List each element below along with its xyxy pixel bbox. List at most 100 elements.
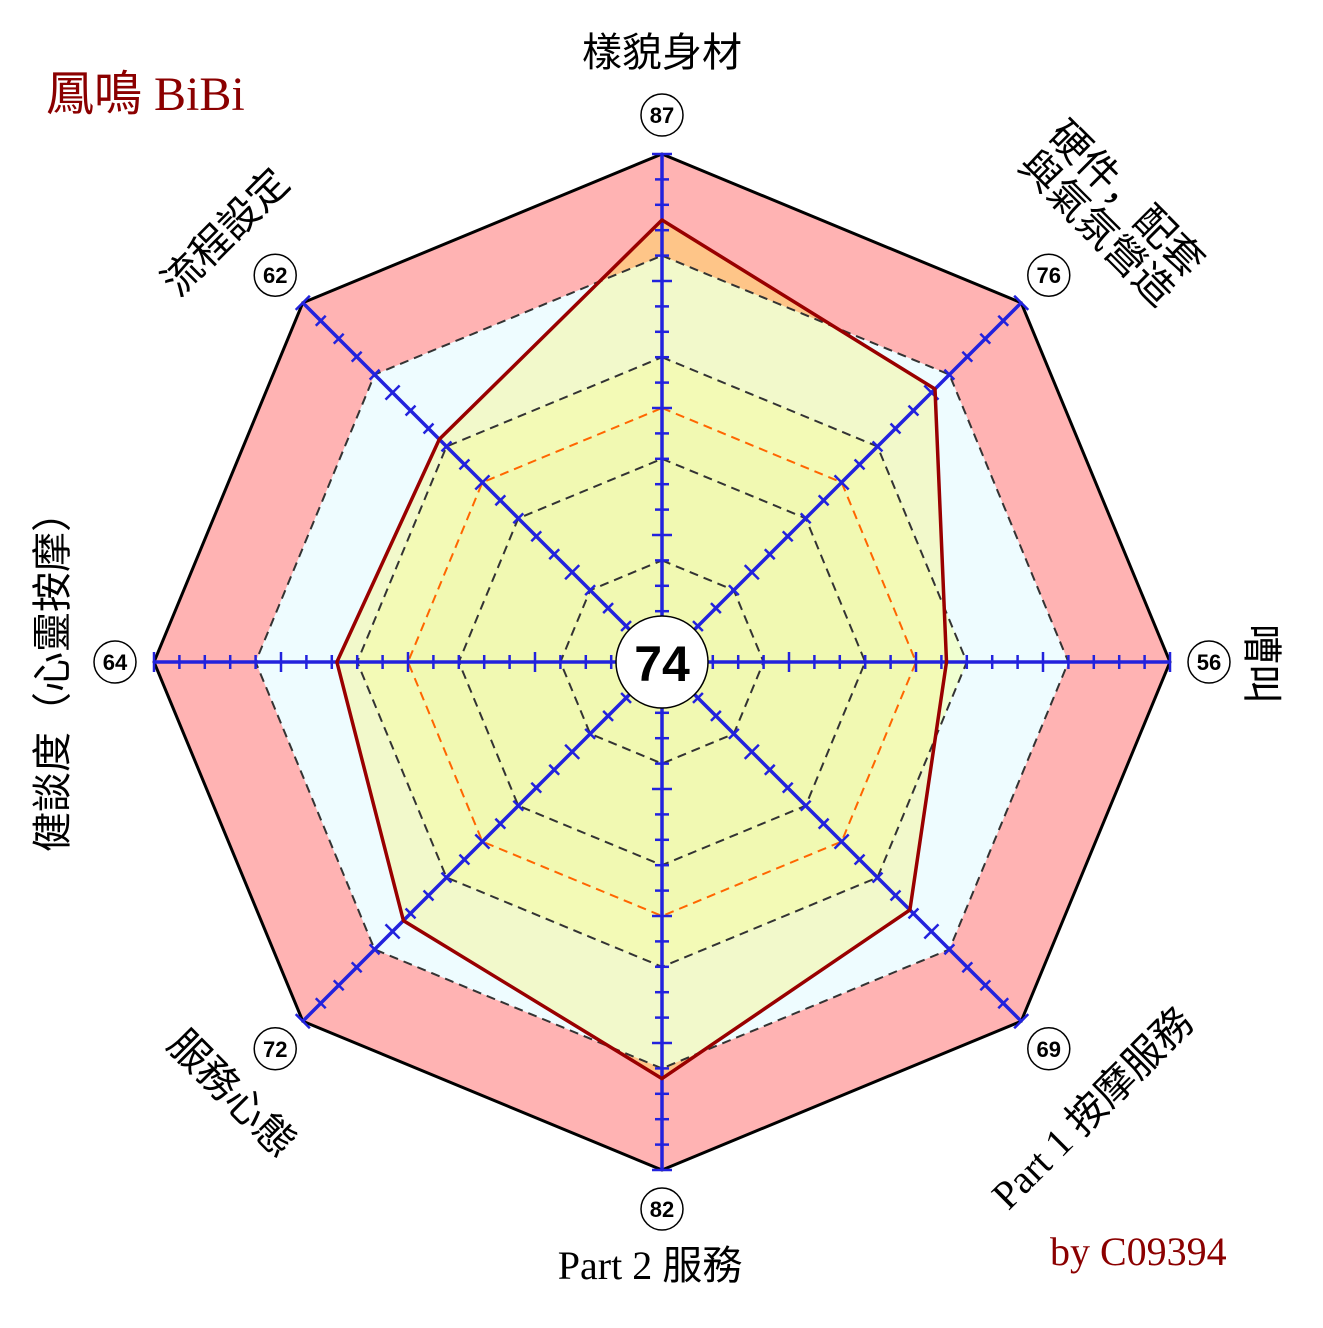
axis-tick <box>494 817 507 830</box>
axis-tick <box>728 584 740 596</box>
category-label-group: 健談度（心靈按摩） <box>30 492 75 852</box>
score-badge <box>253 1027 297 1071</box>
axis-tick <box>781 530 794 543</box>
axis-tick <box>350 350 363 363</box>
axis-tick <box>853 853 866 866</box>
category-label: Part 2 服務 <box>558 1243 742 1288</box>
axis-tick <box>602 710 614 722</box>
chart-credit: by C09394 <box>1050 1229 1227 1274</box>
axis-tick <box>458 853 471 866</box>
axis-tick <box>961 350 974 363</box>
category-label: Part 1 按摩服務 <box>983 999 1202 1218</box>
axis-tick <box>294 294 311 311</box>
axis-tick <box>997 997 1010 1010</box>
category-label: 嘈叫 <box>1239 624 1284 704</box>
axis-tick <box>833 833 850 850</box>
axis-tick <box>474 833 491 850</box>
score-badge <box>640 93 684 137</box>
chart-title: 鳳鳴 BiBi <box>46 68 245 121</box>
series-line <box>335 218 949 1081</box>
axis-tick <box>620 692 632 704</box>
axis-tick <box>923 923 940 940</box>
axis-tick <box>979 979 992 992</box>
axis-tick <box>763 763 776 776</box>
axis-tick <box>404 907 417 920</box>
axis-tick <box>692 620 704 632</box>
axis-tick <box>781 781 794 794</box>
axis-tick <box>620 620 632 632</box>
axis-tick <box>817 494 830 507</box>
score-badge-label: 62 <box>263 263 287 288</box>
score-badge <box>1027 253 1071 297</box>
axis-tick <box>404 404 417 417</box>
axis-tick <box>314 314 327 327</box>
score-badge-label: 72 <box>263 1037 287 1062</box>
axis-tick <box>350 961 363 974</box>
score-badge-label: 76 <box>1037 263 1061 288</box>
axis-tick <box>889 889 902 902</box>
axis-tick <box>564 564 581 581</box>
axis-tick <box>710 710 722 722</box>
axis-tick <box>907 404 920 417</box>
axis-tick <box>979 332 992 345</box>
score-badge <box>1187 640 1231 684</box>
guide-ring-80 <box>254 254 1070 1070</box>
axis-tick <box>384 384 401 401</box>
axis-tick <box>530 530 543 543</box>
score-badge-label: 82 <box>650 1197 674 1222</box>
axis-tick <box>853 458 866 471</box>
axis-tick <box>763 548 776 561</box>
score-badge <box>93 640 137 684</box>
axis-tick <box>871 440 884 453</box>
axis-tick <box>368 943 381 956</box>
score-badge <box>1027 1027 1071 1071</box>
axis-tick <box>743 564 760 581</box>
axis-tick <box>907 907 920 920</box>
center-score: 74 <box>634 636 690 692</box>
axis-tick <box>710 602 722 614</box>
category-label-group: Part 2 服務 <box>558 1243 742 1288</box>
axis-tick <box>602 602 614 614</box>
axis-tick <box>1013 294 1030 311</box>
axis-tick <box>368 368 381 381</box>
axis-tick <box>332 332 345 345</box>
axis-tick <box>512 512 525 525</box>
axis-tick <box>440 440 453 453</box>
axis-tick <box>530 781 543 794</box>
category-label-group: 嘈叫 <box>1239 624 1284 704</box>
score-badge-label: 87 <box>650 103 674 128</box>
axis-tick <box>833 474 850 491</box>
axis-tick <box>584 728 596 740</box>
axis-tick <box>889 422 902 435</box>
axis-tick <box>294 1013 311 1030</box>
category-label: 樣貌身材 <box>582 30 742 75</box>
axis-tick <box>422 422 435 435</box>
axis-tick <box>458 458 471 471</box>
axis-tick <box>512 799 525 812</box>
axis-tick <box>332 979 345 992</box>
axis-tick <box>422 889 435 902</box>
score-badge <box>253 253 297 297</box>
guide-ring-orange <box>406 406 918 918</box>
score-badge-label: 56 <box>1197 650 1221 675</box>
category-label: 健談度（心靈按摩） <box>30 492 75 852</box>
axis-tick <box>1013 1013 1030 1030</box>
axis-tick <box>584 584 596 596</box>
axis-tick <box>474 474 491 491</box>
axis-tick <box>961 961 974 974</box>
category-label-group: 樣貌身材 <box>582 30 742 75</box>
category-label-group: Part 1 按摩服務 <box>983 999 1202 1218</box>
axis-tick <box>743 743 760 760</box>
axis-tick <box>943 943 956 956</box>
axis-tick <box>728 728 740 740</box>
axis-tick <box>943 368 956 381</box>
score-badge <box>640 1187 684 1231</box>
axis-tick <box>548 763 561 776</box>
score-badge-label: 64 <box>103 650 128 675</box>
axis-tick <box>799 512 812 525</box>
center-score-circle <box>615 615 709 709</box>
axis-tick <box>564 743 581 760</box>
axis-tick <box>548 548 561 561</box>
